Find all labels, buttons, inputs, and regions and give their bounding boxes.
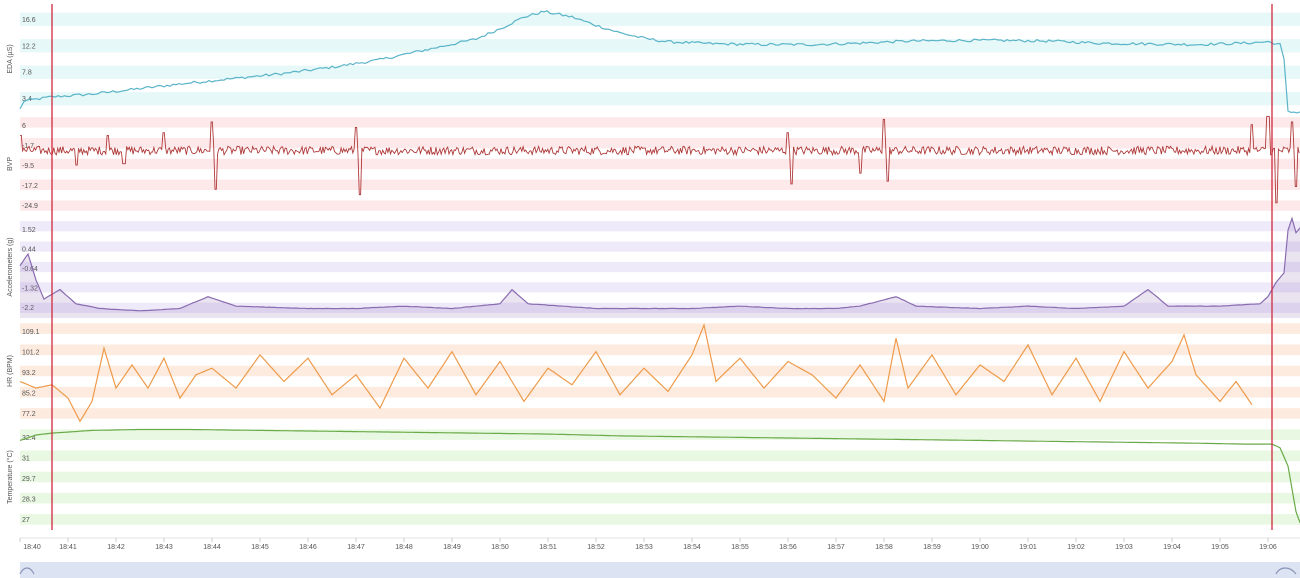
- panel-band: [20, 492, 1300, 504]
- y-tick-label: 0.44: [22, 247, 36, 254]
- y-tick-label: 29.7: [22, 476, 36, 483]
- y-tick-label: 16.6: [22, 17, 36, 24]
- series-line: [19, 216, 1300, 312]
- x-tick-label: 18:42: [107, 544, 125, 551]
- x-axis: 18:40 18:41 18:42 18:43 18:44 18:45 18:46 18:47…: [19, 537, 1300, 551]
- panel-3: 1.52 0.44 -0.64 -1.32 -2.2 Accelerometers (g): [7, 216, 1300, 318]
- panel-band: [20, 344, 1300, 356]
- y-tick-label: 6: [22, 123, 26, 130]
- x-tick-label: 18:49: [443, 544, 461, 551]
- y-axis-title: EDA (µS): [7, 44, 14, 73]
- x-tick-label: 18:55: [731, 544, 749, 551]
- y-tick-label: 28.3: [22, 496, 36, 503]
- navigator-handle-right[interactable]: [1275, 567, 1297, 575]
- x-tick-label: 19:03: [1115, 544, 1133, 551]
- y-tick-label: -0.64: [22, 266, 38, 273]
- panel-4: 109.1 101.2 93.2 85.2 77.2 HR (BPM): [7, 322, 1300, 423]
- y-tick-label: -1.32: [22, 286, 38, 293]
- x-tick-label: 18:41: [59, 544, 77, 551]
- time-navigator[interactable]: [19, 562, 1300, 578]
- panel-band: [20, 323, 1300, 334]
- y-tick-label: -24.9: [22, 203, 38, 210]
- panel-band: [20, 117, 1300, 128]
- x-tick-label: 18:52: [587, 544, 605, 551]
- panel-band: [20, 302, 1300, 313]
- y-tick-label: -2.2: [22, 305, 34, 312]
- panel-band: [20, 471, 1300, 483]
- x-tick-label: 18:44: [203, 544, 221, 551]
- markers-layer: [51, 4, 1273, 530]
- y-tick-label: 1.52: [22, 227, 36, 234]
- panel-band: [20, 386, 1300, 398]
- x-tick-label: 18:58: [875, 544, 893, 551]
- series-line: [19, 428, 1300, 523]
- panel-band: [20, 92, 1300, 106]
- panel-band: [20, 261, 1300, 273]
- panel-band: [20, 221, 1300, 232]
- y-axis-title: Accelerometers (g): [7, 237, 14, 296]
- x-tick-label: 19:01: [1019, 544, 1037, 551]
- panel-5: 32.4 31 29.7 28.3 27 Temperature (°C): [6, 428, 1300, 525]
- y-tick-label: 93.2: [22, 370, 36, 377]
- panel-1: 16.6 12.2 7.8 3.4 EDA (µS): [7, 10, 1300, 114]
- x-tick-label: 18:45: [251, 544, 269, 551]
- panel-band: [20, 179, 1300, 190]
- y-axis-title: Temperature (°C): [6, 450, 14, 504]
- y-tick-label: -9.5: [22, 163, 34, 170]
- y-tick-label: 31: [22, 455, 30, 462]
- y-tick-label: -17.2: [22, 183, 38, 190]
- panel-band: [20, 65, 1300, 79]
- x-tick-label: 18:47: [347, 544, 365, 551]
- x-tick-label: 19:06: [1259, 544, 1277, 551]
- y-tick-label: 32.4: [22, 435, 36, 442]
- panels-layer: 16.6 12.2 7.8 3.4 EDA (µS) 6 -1.7 -9.5 -17.2 -24.…: [6, 10, 1300, 525]
- x-tick-label: 18:46: [299, 544, 317, 551]
- panel-2: 6 -1.7 -9.5 -17.2 -24.9 BVP: [7, 116, 1300, 211]
- panel-band: [20, 39, 1300, 53]
- y-axis-title: BVP: [7, 157, 14, 171]
- series-line: [19, 10, 1300, 114]
- x-tick-label: 19:00: [971, 544, 989, 551]
- y-tick-label: 7.8: [22, 70, 32, 77]
- y-tick-label: 109.1: [22, 329, 40, 336]
- x-tick-label: 18:43: [155, 544, 173, 551]
- panel-band: [20, 282, 1300, 293]
- panel-band: [20, 158, 1300, 170]
- panel-band: [20, 514, 1300, 525]
- x-tick-label: 18:56: [779, 544, 797, 551]
- x-tick-label: 18:40: [23, 544, 41, 551]
- panel-band: [20, 241, 1300, 252]
- y-axis-title: HR (BPM): [7, 355, 14, 387]
- panel-band: [20, 365, 1300, 377]
- x-tick-label: 18:53: [635, 544, 653, 551]
- series-line: [20, 116, 1300, 204]
- x-tick-label: 18:48: [395, 544, 413, 551]
- y-tick-label: -1.7: [22, 143, 34, 150]
- x-tick-label: 19:04: [1163, 544, 1181, 551]
- x-tick-label: 18:54: [683, 544, 701, 551]
- y-tick-label: 12.2: [22, 43, 36, 50]
- series-line: [19, 322, 1253, 423]
- y-tick-label: 77.2: [22, 411, 36, 418]
- x-tick-label: 18:57: [827, 544, 845, 551]
- x-tick-label: 18:59: [923, 544, 941, 551]
- panel-band: [20, 138, 1300, 149]
- x-tick-label: 19:05: [1211, 544, 1229, 551]
- y-tick-label: 3.4: [22, 96, 32, 103]
- y-tick-label: 101.2: [22, 349, 40, 356]
- panel-band: [20, 200, 1300, 211]
- panel-band: [20, 408, 1300, 419]
- y-tick-label: 27: [22, 517, 30, 524]
- series-area: [20, 218, 1300, 318]
- y-tick-label: 85.2: [22, 390, 36, 397]
- panel-band: [20, 450, 1300, 462]
- x-tick-label: 18:51: [539, 544, 557, 551]
- navigator-handle-left[interactable]: [19, 567, 35, 575]
- x-tick-label: 19:02: [1067, 544, 1085, 551]
- panel-band: [20, 12, 1300, 26]
- panel-band: [20, 429, 1300, 440]
- x-tick-label: 18:50: [491, 544, 509, 551]
- navigator-track[interactable]: [20, 562, 1300, 578]
